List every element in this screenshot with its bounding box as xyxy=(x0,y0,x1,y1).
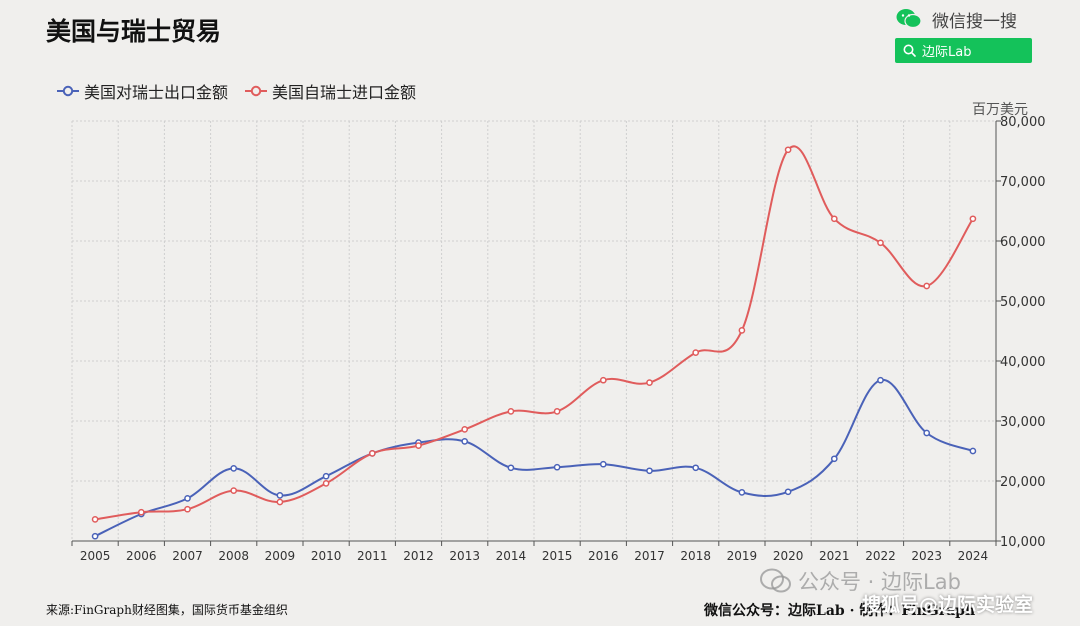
y-tick-label: 50,000 xyxy=(1000,295,1046,310)
data-point-export-2014 xyxy=(507,464,515,472)
data-point-export-2015 xyxy=(553,463,561,471)
watermark-wechat-icon xyxy=(760,568,791,593)
data-point-export-2005 xyxy=(91,532,99,540)
x-tick-label: 2012 xyxy=(403,549,434,563)
data-point-export-2022 xyxy=(877,376,884,384)
y-tick-label: 70,000 xyxy=(1000,175,1046,190)
x-tick-label: 2019 xyxy=(727,549,758,563)
data-point-export-2018 xyxy=(692,464,700,472)
legend-item-import[interactable]: 美国自瑞士进口金额 xyxy=(244,79,416,103)
y-tick-label: 30,000 xyxy=(1000,415,1046,430)
data-point-import-2012 xyxy=(415,442,422,449)
data-point-import-2023 xyxy=(923,282,931,290)
source-note: 来源:FinGraph财经图集，国际货币基金组织 xyxy=(46,603,288,617)
y-tick-label: 10,000 xyxy=(1000,535,1046,550)
x-tick-label: 2014 xyxy=(496,549,527,563)
data-points xyxy=(91,146,977,540)
x-tick-label: 2016 xyxy=(588,549,619,563)
x-tick-label: 2010 xyxy=(311,549,342,563)
data-point-export-2023 xyxy=(923,429,931,437)
data-point-import-2022 xyxy=(877,239,884,247)
watermark-corner: 搜狐号@边际实验室 xyxy=(862,594,1034,616)
search-icon xyxy=(903,44,916,57)
watermark-main-text: 公众号 · 边际Lab xyxy=(798,570,961,594)
data-point-export-2016 xyxy=(599,460,607,468)
x-tick-label: 2021 xyxy=(819,549,850,563)
data-point-import-2014 xyxy=(507,408,515,415)
data-point-export-2024 xyxy=(969,447,977,455)
x-tick-label: 2020 xyxy=(773,549,804,563)
y-tick-label: 40,000 xyxy=(1000,355,1046,370)
wechat-search-label: 微信搜一搜 xyxy=(932,11,1017,32)
x-tick-label: 2022 xyxy=(865,549,896,563)
x-tick-label: 2017 xyxy=(634,549,665,563)
data-point-import-2005 xyxy=(91,516,99,523)
x-tick-label: 2009 xyxy=(265,549,296,563)
data-point-export-2007 xyxy=(184,495,191,502)
x-tick-label: 2006 xyxy=(126,549,157,563)
wechat-account-note: 微信公众号：边际Lab · 制作：FinGraph xyxy=(704,603,976,619)
data-point-export-2019 xyxy=(738,489,746,496)
y-tick-label: 60,000 xyxy=(1000,235,1046,250)
search-text: 边际Lab xyxy=(922,45,972,60)
x-tick-label: 2011 xyxy=(357,549,388,563)
data-point-export-2017 xyxy=(646,467,653,475)
data-point-import-2020 xyxy=(784,146,792,154)
y-tick-label: 20,000 xyxy=(1000,475,1046,490)
data-point-export-2013 xyxy=(461,438,469,445)
x-tick-label: 2018 xyxy=(680,549,711,563)
grid-lines xyxy=(71,120,997,542)
watermark-main: 公众号 · 边际Lab xyxy=(760,566,961,596)
wechat-icon xyxy=(896,9,922,29)
y-axis-unit: 百万美元 xyxy=(972,102,1028,118)
axes: 10,000 20,000 30,000 40,000 50,000 60,000 70,0… xyxy=(71,102,1046,563)
x-tick-label: 2013 xyxy=(449,549,480,563)
data-point-import-2024 xyxy=(969,215,977,223)
x-tick-label: 2005 xyxy=(80,549,111,563)
legend-label-import: 美国自瑞士进口金额 xyxy=(272,83,417,102)
search-button[interactable]: 边际Lab xyxy=(895,38,1032,63)
data-point-import-2013 xyxy=(461,426,469,433)
wechat-search-header[interactable]: 微信搜一搜 xyxy=(896,6,1017,32)
data-point-import-2017 xyxy=(646,379,653,386)
data-point-import-2008 xyxy=(230,487,238,494)
data-point-import-2011 xyxy=(368,450,376,457)
y-tick-label: 80,000 xyxy=(1000,115,1046,130)
data-point-import-2021 xyxy=(830,215,838,223)
legend-marker-export xyxy=(57,85,79,97)
data-point-export-2010 xyxy=(322,472,330,480)
x-tick-label: 2023 xyxy=(911,549,942,563)
data-point-import-2007 xyxy=(184,505,191,513)
series-line-export xyxy=(94,379,974,538)
chart-title: 美国与瑞士贸易 xyxy=(46,17,222,46)
chart-legend: 美国对瑞士出口金额 美国自瑞士进口金额 xyxy=(56,79,416,103)
x-tick-label: 2007 xyxy=(172,549,203,563)
data-point-import-2006 xyxy=(137,508,145,516)
data-point-import-2015 xyxy=(553,408,561,415)
x-tick-label: 2024 xyxy=(958,549,989,563)
data-point-import-2010 xyxy=(322,480,330,487)
data-point-import-2019 xyxy=(738,327,746,334)
data-point-export-2009 xyxy=(276,492,284,499)
legend-item-export[interactable]: 美国对瑞士出口金额 xyxy=(56,79,228,103)
data-point-import-2016 xyxy=(599,376,607,384)
data-point-export-2020 xyxy=(784,488,792,496)
legend-marker-import xyxy=(245,85,268,97)
data-point-import-2018 xyxy=(692,349,700,356)
data-point-export-2021 xyxy=(830,455,838,463)
x-tick-label: 2015 xyxy=(542,549,573,563)
legend-label-export: 美国对瑞士出口金额 xyxy=(84,83,229,102)
x-tick-label: 2008 xyxy=(218,549,249,563)
data-point-import-2009 xyxy=(276,498,284,506)
data-point-export-2008 xyxy=(230,465,238,472)
